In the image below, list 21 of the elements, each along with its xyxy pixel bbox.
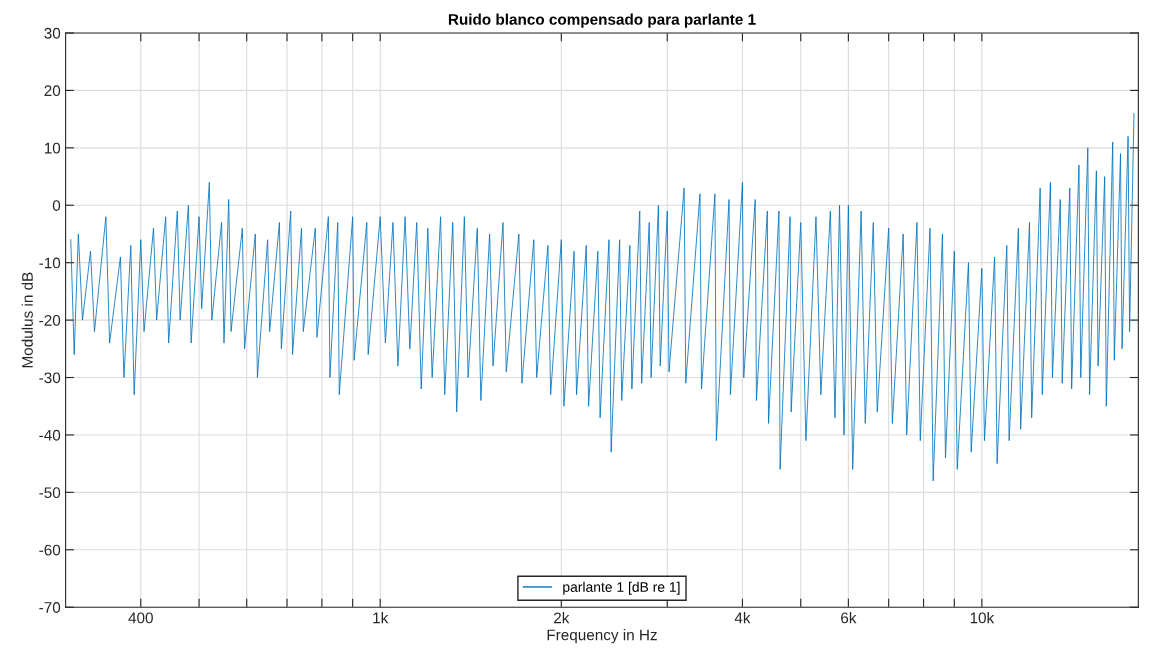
y-tick-label: -10 — [39, 257, 61, 269]
x-tick-label: 6k — [841, 612, 857, 624]
x-tick-label: 2k — [554, 612, 570, 624]
x-axis-title: Frequency in Hz — [547, 629, 657, 644]
y-tick-label: -50 — [39, 487, 61, 499]
y-axis-title: Modulus in dB — [21, 272, 33, 368]
y-tick-label: 10 — [44, 142, 61, 154]
x-tick-label: 400 — [128, 612, 153, 624]
y-tick-label: 0 — [52, 200, 61, 211]
chart-title: Ruido blanco compensado para parlante 1 — [448, 13, 756, 28]
x-tick-label: 1k — [373, 612, 389, 624]
y-tick-label: -60 — [39, 544, 61, 556]
y-tick-label: 20 — [44, 85, 61, 97]
y-tick-label: -20 — [39, 314, 61, 326]
y-tick-label: -40 — [39, 429, 61, 441]
y-tick-label: -30 — [39, 372, 61, 384]
x-tick-label: 4k — [734, 612, 751, 624]
y-tick-label: 30 — [44, 27, 61, 39]
legend-label: parlante 1 [dB re 1] — [563, 581, 680, 595]
x-tick-label: 10k — [970, 612, 995, 624]
y-tick-label: -70 — [39, 602, 61, 613]
